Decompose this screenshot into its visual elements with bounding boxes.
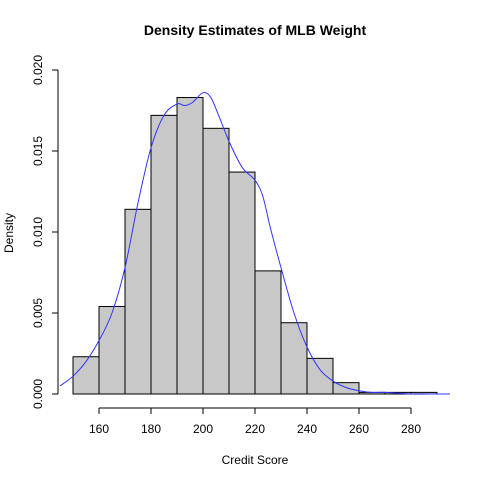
histogram-bar-11	[332, 382, 360, 395]
x-axis: 160 180 200 220 240 260 280	[89, 407, 421, 436]
histogram-bar-7	[228, 171, 256, 395]
x-tick-label-220: 220	[245, 422, 265, 436]
density-curve	[59, 92, 450, 395]
histogram-bar-6	[202, 127, 230, 395]
x-tick-label-260: 260	[349, 422, 369, 436]
y-tick-label-1: 0.005	[31, 298, 45, 328]
y-tick-label-2: 0.010	[31, 217, 45, 247]
y-tick-label-0: 0.000	[31, 379, 45, 409]
x-tick-label-180: 180	[141, 422, 161, 436]
histogram-bar-8	[254, 270, 282, 395]
x-tick-label-160: 160	[89, 422, 109, 436]
density-curve-layer	[59, 92, 450, 395]
y-axis: 0.000 0.005 0.010 0.015 0.020	[31, 55, 59, 409]
x-tick-label-240: 240	[297, 422, 317, 436]
x-axis-label: Credit Score	[222, 453, 289, 467]
histogram-bar-10	[306, 357, 334, 395]
histogram-bar-4	[150, 114, 178, 395]
histogram-bar-3	[124, 208, 152, 395]
histogram-bar-9	[280, 322, 308, 395]
histogram-bar-2	[98, 306, 126, 395]
chart-title: Density Estimates of MLB Weight	[144, 22, 367, 38]
y-axis-label: Density	[2, 213, 16, 253]
y-tick-label-4: 0.020	[31, 55, 45, 85]
histogram-bar-5	[176, 97, 204, 395]
x-tick-label-280: 280	[401, 422, 421, 436]
x-tick-label-200: 200	[193, 422, 213, 436]
histogram-bar-1	[72, 356, 100, 395]
histogram-bars	[72, 97, 438, 395]
y-tick-label-3: 0.015	[31, 136, 45, 166]
